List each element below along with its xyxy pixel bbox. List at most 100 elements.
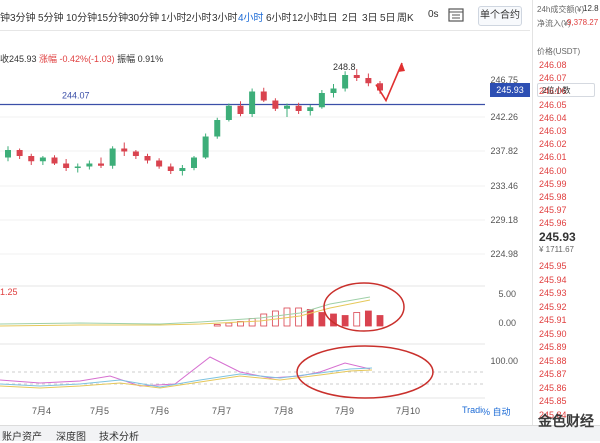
ask-price[interactable]: 246.03	[539, 126, 567, 136]
candle-body	[109, 148, 116, 166]
timeframe-12[interactable]: 1日	[322, 13, 338, 24]
candle-body	[86, 163, 93, 167]
contract-select-button[interactable]: 单个合约	[478, 6, 522, 26]
indicator-line	[0, 369, 373, 389]
volume-tick-label: 0.00	[498, 318, 516, 328]
volume-bar	[318, 312, 326, 327]
timeframe-3[interactable]: 10分钟	[66, 13, 98, 24]
tab-technical-analysis[interactable]: 技术分析	[99, 432, 139, 443]
candle-body	[167, 166, 174, 171]
candle-body	[144, 156, 151, 161]
bid-price[interactable]: 245.94	[539, 274, 567, 285]
timeframe-0[interactable]: 钟	[0, 13, 10, 24]
ask-price[interactable]: 246.01	[539, 152, 567, 163]
price-tick-label: 229.18	[490, 215, 518, 225]
candle-body	[249, 91, 256, 114]
settings-icon[interactable]	[448, 8, 464, 22]
forecast-arrow-path	[375, 62, 403, 103]
amplitude-label: 振幅 0.91%	[117, 54, 164, 64]
ask-price[interactable]: 246.08	[539, 60, 567, 70]
precision-select[interactable]: 2位小数	[537, 83, 595, 97]
date-label: 7月9	[335, 406, 355, 416]
forecast-arrow-head	[398, 63, 405, 72]
bid-price[interactable]: 245.91	[539, 315, 567, 325]
net-inflow-value: 9,378.27	[567, 18, 599, 27]
timeframe-2[interactable]: 5分钟	[38, 13, 64, 24]
price-chart[interactable]: 244.07 248.8	[0, 0, 532, 425]
tab-depth-chart[interactable]: 深度图	[56, 432, 86, 443]
candle-body	[121, 148, 128, 152]
timeframe-4[interactable]: 15分钟	[97, 13, 129, 24]
horizontal-line-label: 244.07	[62, 90, 90, 100]
candle-body	[202, 136, 209, 158]
seconds-timeframe[interactable]: 0s	[428, 9, 439, 20]
date-label: 7月8	[274, 406, 294, 416]
candle-body	[377, 83, 383, 91]
ask-price[interactable]: 246.07	[539, 73, 567, 84]
date-label: 7月4	[32, 406, 52, 416]
timeframe-15[interactable]: 5日	[380, 13, 396, 24]
bid-price[interactable]: 245.85	[539, 396, 567, 406]
volume-ma-line	[0, 299, 371, 327]
ask-price[interactable]: 246.06	[539, 86, 567, 97]
candle-body	[237, 105, 244, 114]
candle-body	[63, 163, 70, 168]
ask-price[interactable]: 245.97	[539, 205, 567, 216]
timeframe-8[interactable]: 3小时	[212, 13, 238, 24]
timeframe-9[interactable]: 4小时	[238, 13, 264, 24]
ask-price[interactable]: 245.98	[539, 192, 567, 202]
timeframe-1[interactable]: 3分钟	[10, 13, 36, 24]
ask-price[interactable]: 246.00	[539, 165, 567, 176]
timeframe-6[interactable]: 1小时	[161, 13, 187, 24]
bid-price[interactable]: 245.84	[539, 409, 567, 420]
highlight-circle-indicator	[296, 345, 434, 399]
candle-body	[74, 166, 81, 168]
last-price: 245.93	[539, 230, 576, 244]
bid-price[interactable]: 245.88	[539, 355, 567, 366]
timeframe-7[interactable]: 2小时	[186, 13, 212, 24]
bid-price[interactable]: 245.90	[539, 328, 567, 339]
bid-price[interactable]: 245.86	[539, 382, 567, 393]
timeframe-13[interactable]: 2日	[342, 13, 358, 24]
candle-body	[191, 157, 197, 168]
ask-price[interactable]: 245.99	[539, 178, 567, 189]
support-resistance-line: 244.07	[0, 90, 485, 106]
candle-body	[284, 105, 290, 109]
volume-bar	[225, 322, 233, 327]
volume-bar	[248, 318, 256, 327]
ask-price[interactable]: 246.04	[539, 112, 567, 123]
timeframe-11[interactable]: 12小时	[292, 13, 324, 24]
bottom-tab-bar: 账户资产 深度图 技术分析	[0, 425, 600, 443]
auto-scale-toggle[interactable]: % 自动	[482, 407, 511, 417]
time-zone-label[interactable]: Tradi	[462, 405, 483, 415]
candle-body	[39, 157, 46, 162]
candle-body	[132, 151, 139, 156]
candles-group	[5, 69, 383, 176]
price-header: 价格(USDT)	[537, 47, 581, 56]
volume-indicator-value: 1.25	[0, 287, 18, 297]
change-label: 涨幅 -0.42%(-1.03)	[39, 54, 115, 64]
timeframe-16[interactable]: 周K	[397, 13, 414, 24]
bid-price[interactable]: 245.95	[539, 261, 567, 271]
bid-price[interactable]: 245.93	[539, 288, 567, 298]
bid-price[interactable]: 245.87	[539, 369, 567, 379]
price-tick-label: 246.75	[490, 75, 518, 85]
bid-price[interactable]: 245.89	[539, 342, 567, 352]
highlight-circle-volume	[323, 282, 405, 332]
tab-account-assets[interactable]: 账户资产	[2, 432, 42, 443]
volume-pane	[0, 282, 405, 332]
timeframe-10[interactable]: 6小时	[266, 13, 292, 24]
ask-price[interactable]: 246.02	[539, 139, 567, 150]
timeframe-14[interactable]: 3日	[362, 13, 378, 24]
ask-price[interactable]: 245.96	[539, 218, 567, 229]
candle-body	[214, 120, 221, 137]
date-label: 7月7	[212, 406, 232, 416]
timeframe-toolbar: 钟 3分钟 5分钟 10分钟 15分钟 30分钟 1小时 2小时 3小时 4小时 6小时 12小时 1日…	[0, 0, 530, 31]
indicator-pane	[0, 345, 485, 399]
bid-price[interactable]: 245.92	[539, 301, 567, 312]
timeframe-5[interactable]: 30分钟	[128, 13, 160, 24]
indicator-line	[0, 356, 371, 387]
ask-price[interactable]: 246.05	[539, 99, 567, 110]
candle-body	[16, 150, 23, 156]
volume-bar	[353, 312, 361, 327]
